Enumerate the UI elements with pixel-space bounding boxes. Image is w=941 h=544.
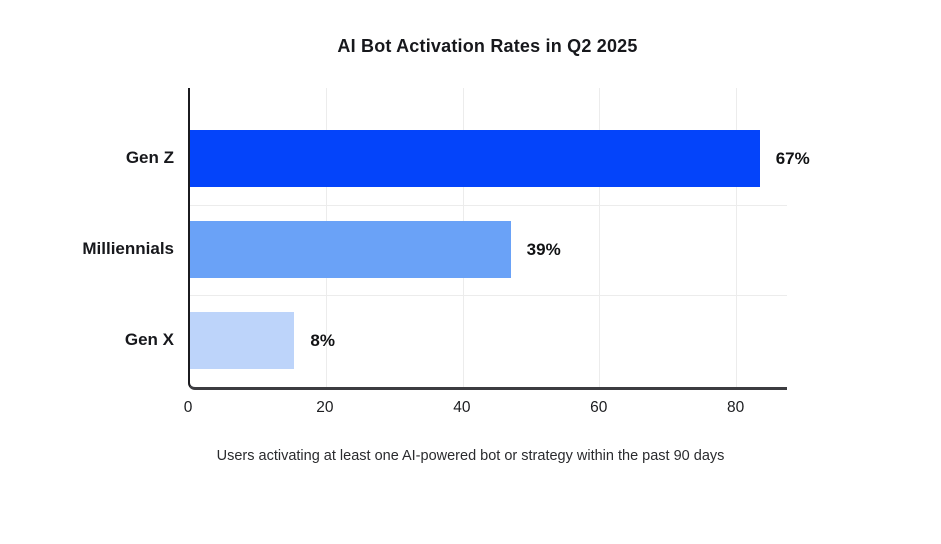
x-tick-label: 80 xyxy=(727,399,745,416)
x-tick-label: 60 xyxy=(590,399,608,416)
gridline-vertical xyxy=(599,88,601,387)
x-tick-label: 0 xyxy=(183,399,193,416)
bar-row: 39% xyxy=(190,221,787,278)
gridline-horizontal xyxy=(190,295,787,296)
chart-title: AI Bot Activation Rates in Q2 2025 xyxy=(337,36,638,56)
value-label: 67% xyxy=(775,148,810,168)
bar-row: 8% xyxy=(190,312,787,369)
category-label-gen-z: Gen Z xyxy=(125,148,174,167)
value-label: 8% xyxy=(310,330,335,350)
category-label-millennials: Milliennials xyxy=(82,239,174,258)
x-axis-ticks: 0 20 40 60 80 xyxy=(184,399,787,421)
x-tick-label: 40 xyxy=(453,399,471,416)
bar-millennials xyxy=(190,221,511,278)
bar-gen-z xyxy=(190,130,760,187)
plot-area: 67% 39% 8% xyxy=(188,88,810,390)
gridline-horizontal xyxy=(190,205,787,206)
bar-gen-x xyxy=(190,312,295,369)
x-tick-label: 20 xyxy=(316,399,334,416)
gridline-vertical xyxy=(735,88,737,387)
bar-row: 67% xyxy=(190,130,810,187)
chart-caption: Users activating at least one AI-powered… xyxy=(216,448,725,464)
category-label-gen-x: Gen X xyxy=(124,330,174,349)
value-label: 39% xyxy=(526,239,561,259)
